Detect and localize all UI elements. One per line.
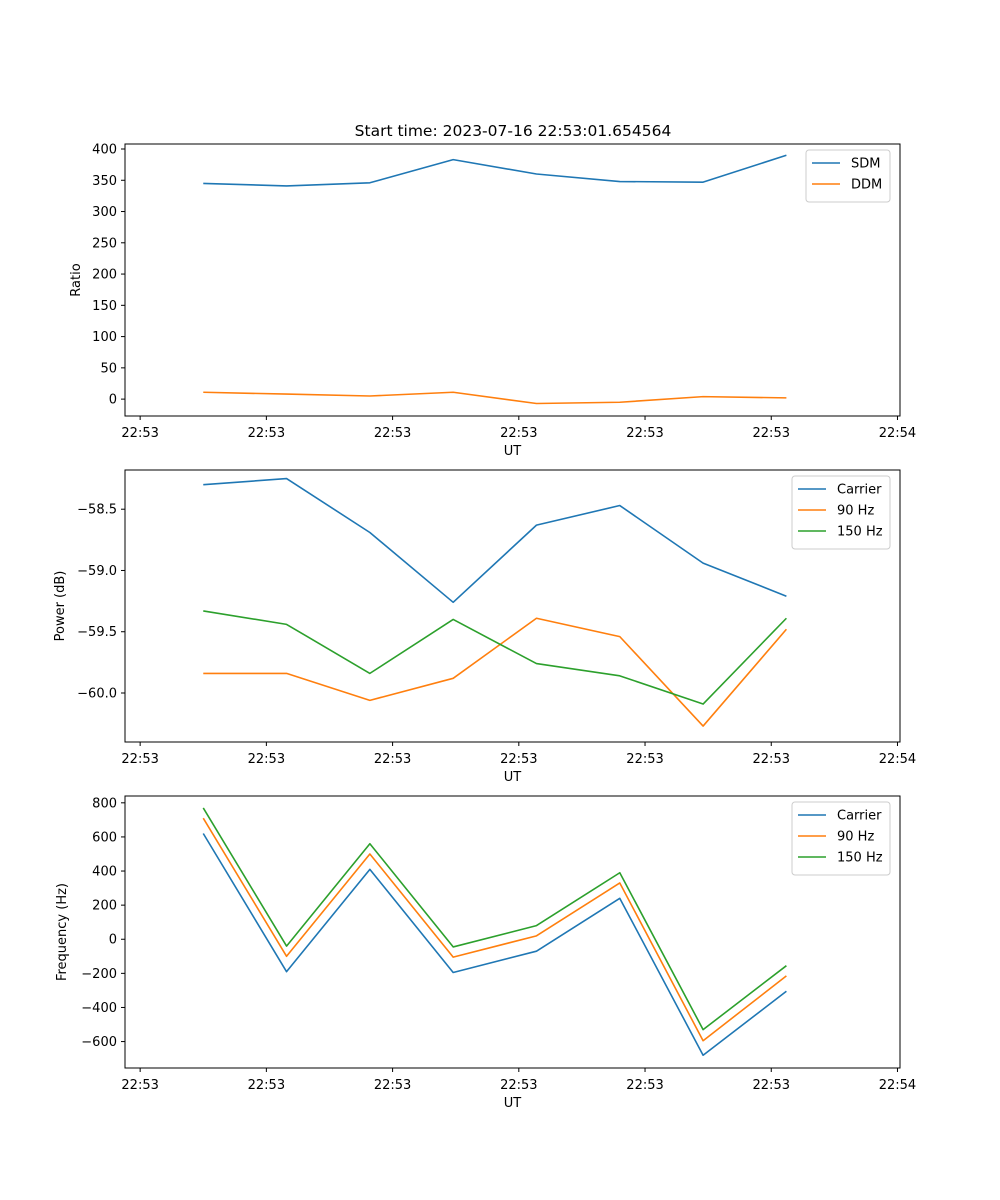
- y-tick-label: 400: [92, 143, 117, 158]
- y-tick-label: 200: [92, 899, 117, 914]
- legend-label: 90 Hz: [837, 830, 874, 845]
- y-tick-label: 400: [92, 865, 117, 880]
- legend-label: 150 Hz: [837, 525, 883, 540]
- x-axis-label: UT: [504, 770, 522, 785]
- x-axis-label: UT: [504, 444, 522, 459]
- x-tick-label: 22:53: [121, 426, 158, 441]
- x-tick-label: 22:53: [626, 752, 663, 767]
- y-tick-label: 100: [92, 330, 117, 345]
- y-tick-label: 300: [92, 205, 117, 220]
- series-line-carrier: [202, 833, 787, 1057]
- legend: Carrier 90 Hz 150 Hz: [791, 801, 891, 876]
- x-tick-label: 22:53: [248, 1078, 285, 1093]
- y-tick-label: −59.0: [77, 564, 117, 579]
- figure-title: Start time: 2023-07-16 22:53:01.654564: [355, 122, 672, 140]
- x-tick-label: 22:53: [626, 1078, 663, 1093]
- y-tick-label: 350: [92, 174, 117, 189]
- chart-panel-3: 22:53 22:53 22:53 22:53 22:53 22:53 22:54 −600 −…: [55, 795, 916, 1111]
- y-axis-label: Power (dB): [53, 571, 68, 642]
- x-tick-label: 22:54: [879, 752, 916, 767]
- legend-label: SDM: [851, 157, 880, 172]
- legend-label: 150 Hz: [837, 851, 883, 866]
- x-tick-label: 22:53: [121, 752, 158, 767]
- series-line-sdm: [203, 154, 787, 187]
- plot-frame: [124, 795, 901, 1069]
- x-axis-label: UT: [504, 1096, 522, 1111]
- x-tick-label: 22:54: [879, 426, 916, 441]
- x-tick-label: 22:53: [248, 426, 285, 441]
- y-tick-label: −59.5: [77, 625, 117, 640]
- y-tick-label: 150: [92, 299, 117, 314]
- x-tick-label: 22:53: [500, 1078, 537, 1093]
- x-tick-label: 22:53: [374, 752, 411, 767]
- y-tick-label: 50: [100, 361, 117, 376]
- y-tick-label: −200: [81, 967, 117, 982]
- y-tick-label: −58.5: [77, 503, 117, 518]
- y-tick-label: −400: [81, 1001, 117, 1016]
- y-tick-label: −60.0: [77, 686, 117, 701]
- series-line-150-hz: [203, 610, 787, 705]
- plot-frame: [124, 143, 901, 417]
- y-axis-label: Frequency (Hz): [55, 883, 70, 981]
- series-line-ddm: [203, 391, 787, 405]
- series-line-carrier: [203, 477, 787, 604]
- x-tick-label: 22:53: [753, 752, 790, 767]
- chart-panel-1: 22:53 22:53 22:53 22:53 22:53 22:53 22:54 0 50 10…: [69, 143, 916, 459]
- y-tick-label: 800: [92, 796, 117, 811]
- x-tick-label: 22:53: [248, 752, 285, 767]
- plot-frame: [124, 469, 901, 743]
- legend-label: Carrier: [837, 809, 882, 824]
- y-tick-label: 0: [109, 933, 117, 948]
- y-tick-label: −600: [81, 1035, 117, 1050]
- y-tick-label: 0: [109, 393, 117, 408]
- x-tick-label: 22:53: [374, 426, 411, 441]
- y-tick-label: 250: [92, 236, 117, 251]
- x-tick-label: 22:53: [121, 1078, 158, 1093]
- legend: Carrier 90 Hz 150 Hz: [791, 475, 891, 550]
- x-tick-label: 22:53: [500, 752, 537, 767]
- legend-label: DDM: [851, 178, 882, 193]
- legend-label: Carrier: [837, 483, 882, 498]
- legend: SDM DDM: [805, 149, 891, 203]
- y-tick-label: 200: [92, 268, 117, 283]
- x-tick-label: 22:53: [753, 426, 790, 441]
- chart-panel-2: 22:53 22:53 22:53 22:53 22:53 22:53 22:54 −60.0…: [53, 469, 916, 785]
- legend-label: 90 Hz: [837, 504, 874, 519]
- series-line-150-hz: [202, 807, 787, 1031]
- y-axis-label: Ratio: [69, 263, 84, 296]
- y-tick-label: 600: [92, 830, 117, 845]
- series-line-90-hz: [202, 817, 787, 1042]
- x-tick-label: 22:53: [500, 426, 537, 441]
- x-tick-label: 22:53: [626, 426, 663, 441]
- x-tick-label: 22:54: [879, 1078, 916, 1093]
- x-tick-label: 22:53: [753, 1078, 790, 1093]
- x-tick-label: 22:53: [374, 1078, 411, 1093]
- series-line-90-hz: [203, 617, 788, 727]
